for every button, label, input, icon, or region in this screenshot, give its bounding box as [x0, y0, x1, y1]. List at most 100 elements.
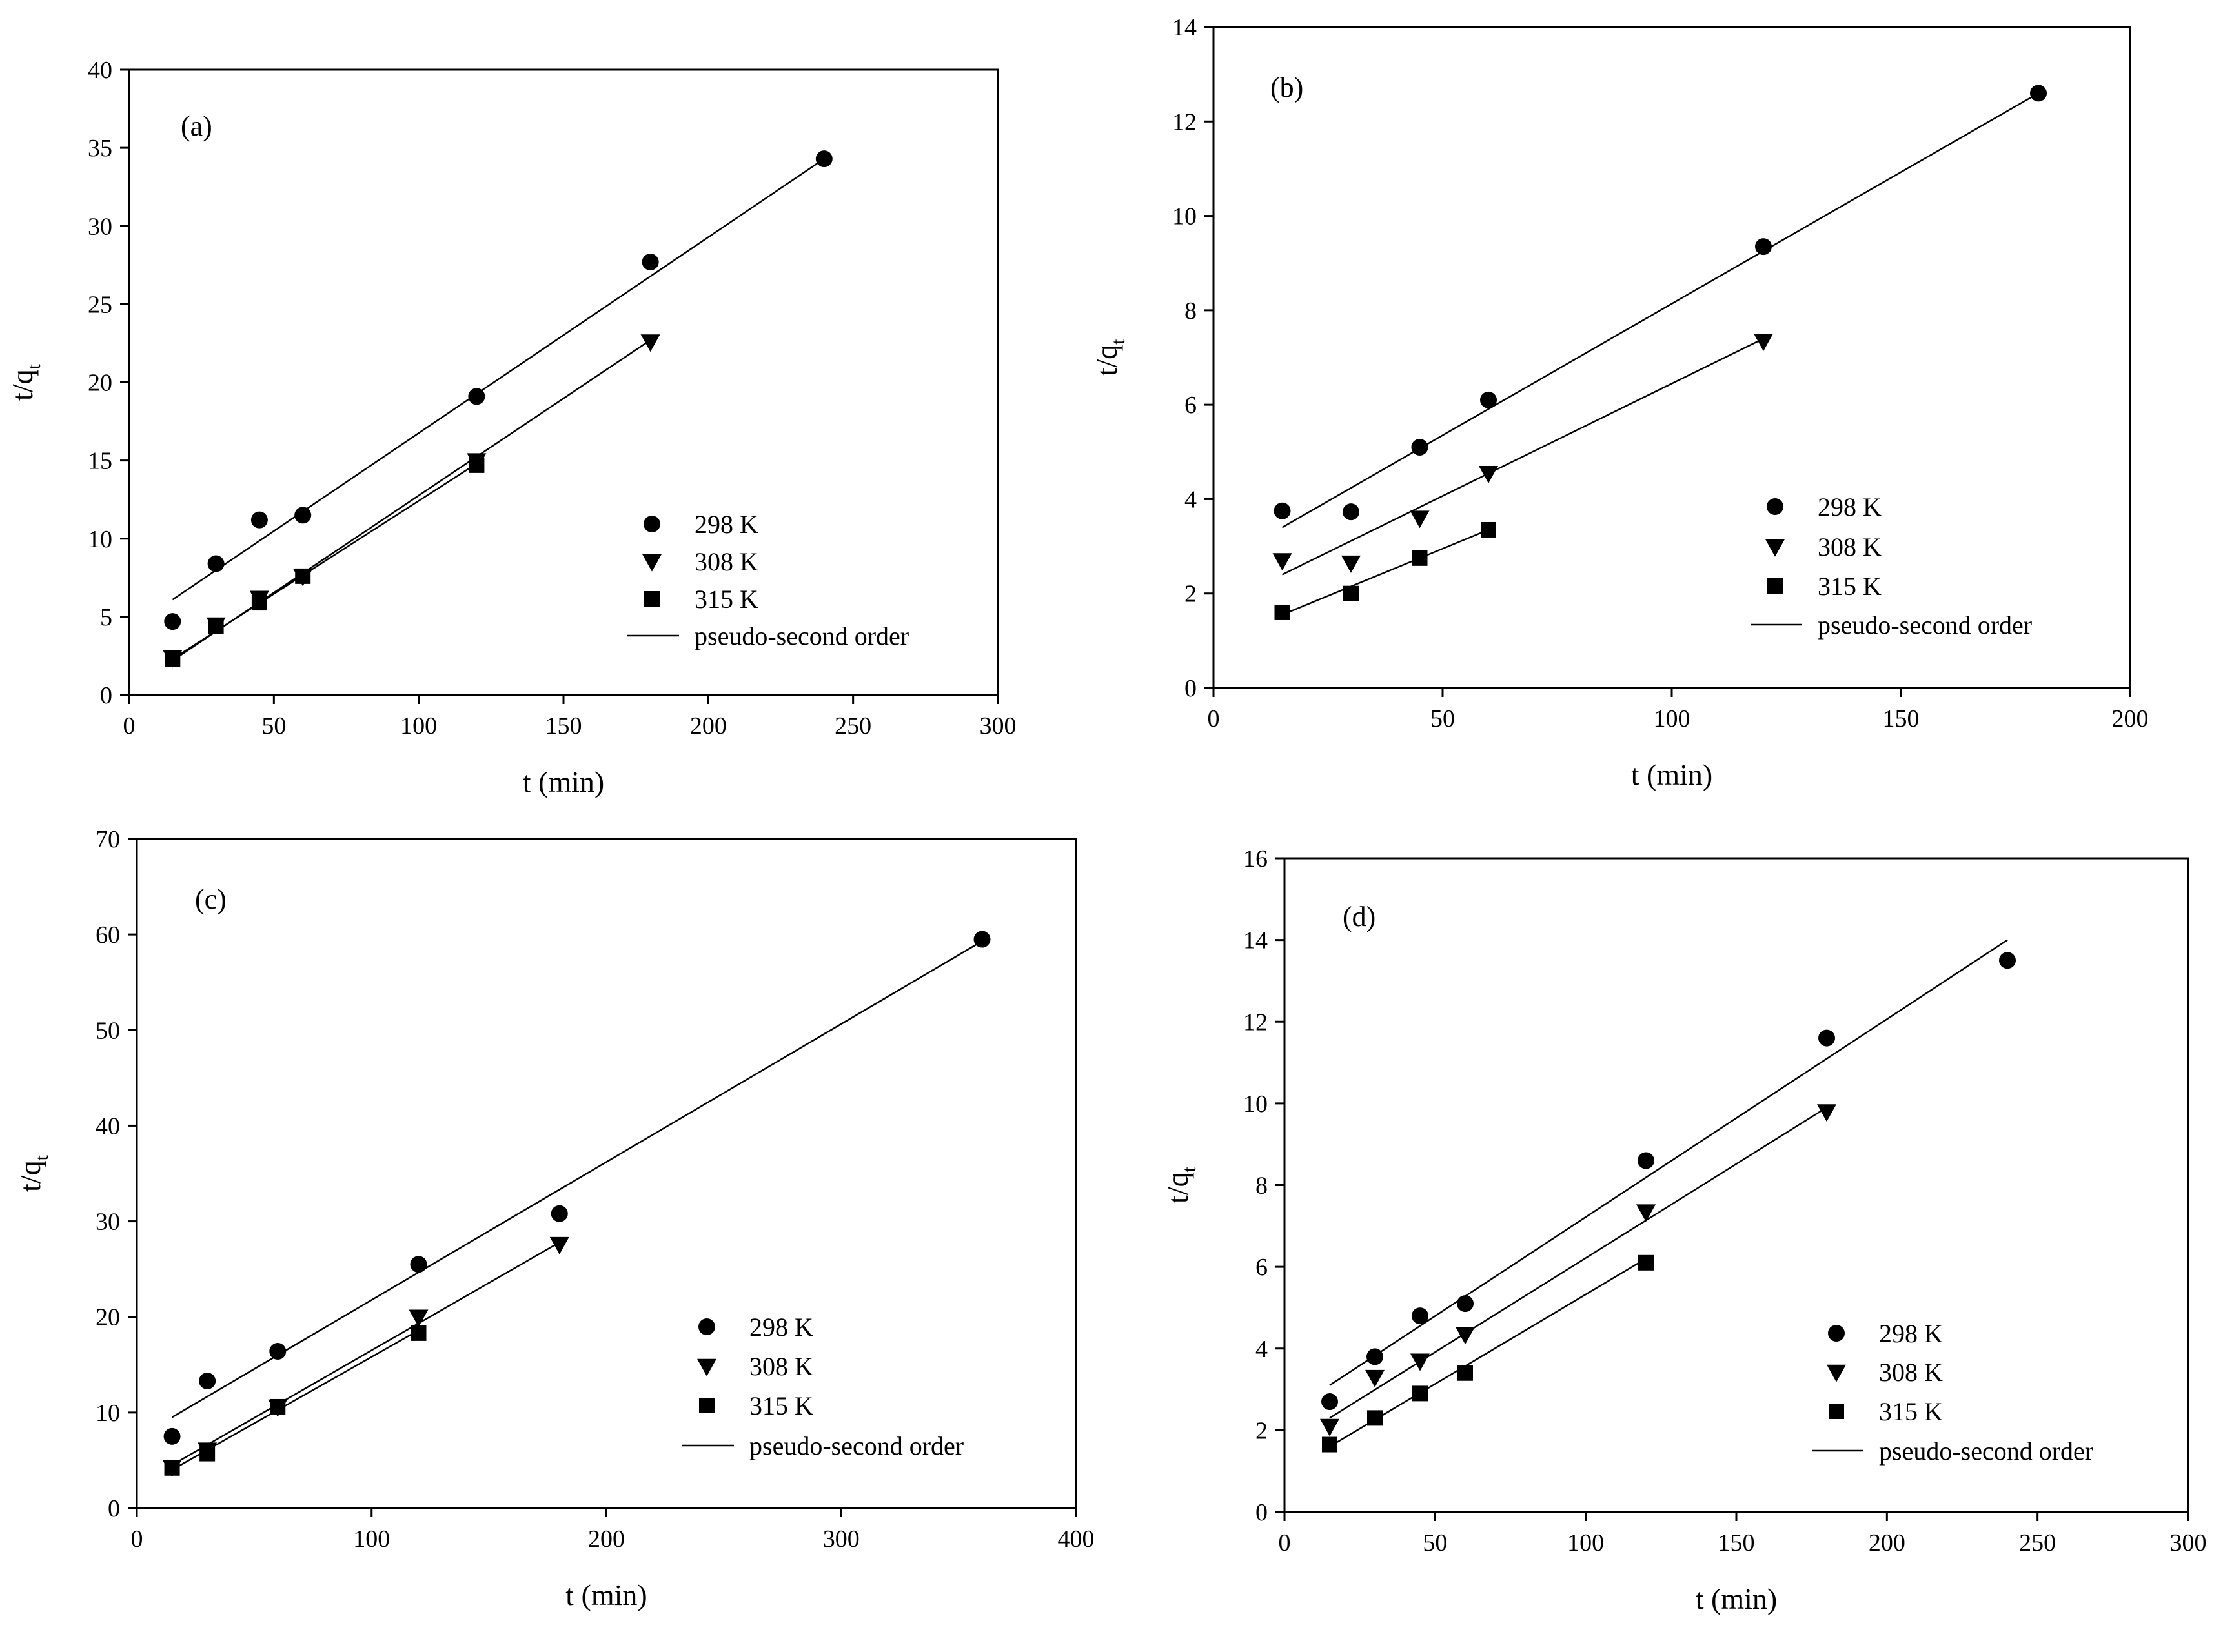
data-point	[1481, 521, 1496, 538]
fit-line	[171, 1242, 560, 1466]
y-tick-label: 8	[1184, 297, 1197, 325]
x-tick-label: 300	[823, 1526, 860, 1553]
legend-marker	[698, 1318, 715, 1335]
y-tick-label: 40	[88, 57, 112, 84]
data-point	[1817, 1104, 1836, 1122]
x-tick-label: 400	[1058, 1526, 1095, 1553]
legend-marker	[699, 1398, 715, 1413]
data-point	[1480, 391, 1497, 408]
legend-label: pseudo-second order	[749, 1431, 964, 1460]
series-298k	[163, 931, 991, 1445]
x-tick-label: 100	[400, 712, 437, 740]
x-tick-label: 150	[1883, 705, 1920, 732]
legend-marker	[1765, 539, 1785, 557]
data-point	[1274, 502, 1291, 519]
data-point	[1638, 1152, 1654, 1169]
plot-frame	[1283, 857, 2189, 1513]
data-point	[269, 1343, 287, 1360]
data-point	[1754, 334, 1773, 352]
legend-label: 308 K	[1818, 532, 1882, 561]
data-point	[1365, 1369, 1385, 1387]
y-tick-label: 10	[96, 1400, 120, 1427]
y-tick-label: 6	[1255, 1254, 1268, 1281]
chart-panel-4: 0 50 100 150 200 250 300 0 2 4 6 8 10 12 14 16 t (min) t/…	[1161, 845, 2207, 1615]
y-axis-label: t/qt	[1161, 1166, 1200, 1204]
y-axis-label-main: t/q	[6, 369, 39, 401]
x-tick-label: 200	[690, 712, 727, 740]
y-tick-label: 0	[1184, 675, 1197, 702]
y-axis-label-subscript: t	[31, 1154, 52, 1160]
y-tick-label: 20	[96, 1304, 120, 1331]
chart-panel-3: 0 100 200 300 400 0 10 20 30 40 50 60 70 t (min) t/qt (…	[14, 826, 1095, 1611]
data-point	[1410, 510, 1430, 529]
x-tick-label: 300	[2170, 1529, 2207, 1556]
y-tick-label: 40	[96, 1113, 120, 1140]
data-point	[1479, 465, 1498, 483]
legend-marker	[1827, 1364, 1846, 1382]
data-point	[1457, 1295, 1474, 1313]
y-tick-label: 14	[1243, 927, 1268, 954]
data-point	[250, 511, 268, 529]
series-315k	[1274, 521, 1496, 620]
y-tick-label: 12	[1243, 1009, 1268, 1036]
data-point	[1999, 952, 2016, 969]
data-point	[549, 1236, 569, 1254]
data-point	[1341, 555, 1361, 573]
legend-marker	[1829, 1404, 1844, 1419]
legend-marker	[1828, 1325, 1845, 1342]
series-298k	[164, 150, 833, 630]
data-point	[468, 388, 485, 405]
legend-marker	[644, 591, 660, 607]
y-tick-label: 30	[96, 1209, 120, 1236]
y-tick-label: 20	[88, 370, 112, 397]
panel-label: (c)	[195, 883, 227, 915]
x-axis-label: t (min)	[565, 1578, 647, 1611]
y-tick-label: 8	[1255, 1173, 1268, 1200]
legend-label: 315 K	[1879, 1397, 1943, 1426]
y-axis-label-main: t/q	[1090, 345, 1123, 376]
y-tick-label: 12	[1172, 108, 1197, 136]
y-axis-label-subscript: t	[1108, 339, 1129, 345]
x-axis-label: t (min)	[1631, 758, 1712, 791]
legend-marker	[1767, 578, 1783, 594]
series-315k	[165, 457, 485, 667]
data-point	[1366, 1348, 1383, 1365]
legend-label: 315 K	[695, 585, 758, 614]
x-tick-label: 50	[1430, 705, 1455, 732]
x-tick-label: 250	[2019, 1529, 2056, 1556]
data-point	[1367, 1410, 1383, 1426]
legend-label: 298 K	[1879, 1319, 1943, 1348]
fit-line	[1282, 529, 1489, 616]
x-tick-label: 300	[980, 712, 1017, 740]
data-point	[1412, 1385, 1428, 1402]
data-point	[410, 1256, 427, 1273]
y-tick-label: 5	[100, 604, 112, 631]
legend-label: 308 K	[695, 547, 758, 576]
legend: 298 K 308 K 315 K pseudo-second order	[1812, 1319, 2093, 1466]
data-point	[208, 618, 224, 634]
data-point	[642, 253, 659, 270]
legend-label: 298 K	[695, 510, 758, 539]
data-point	[163, 1427, 181, 1445]
data-point	[270, 1398, 286, 1415]
x-tick-label: 100	[1654, 705, 1690, 732]
legend-label: 315 K	[749, 1391, 813, 1420]
series-315k	[1322, 1254, 1654, 1453]
data-point	[815, 150, 833, 168]
chart-panel-2: 0 50 100 150 200 0 2 4 6 8 10 12 14 t (min) t/qt (b) 298…	[1090, 14, 2149, 791]
y-axis-label-subscript: t	[23, 363, 45, 369]
y-axis-label: t/qt	[1090, 339, 1129, 376]
x-tick-label: 100	[1567, 1529, 1604, 1556]
y-tick-label: 10	[88, 526, 112, 553]
legend-label: 298 K	[1818, 492, 1882, 521]
fit-line	[1329, 939, 2008, 1386]
y-tick-label: 30	[88, 213, 112, 240]
data-point	[409, 1309, 429, 1327]
data-point	[1411, 438, 1428, 456]
series-298k	[1274, 85, 2047, 529]
y-tick-label: 16	[1243, 845, 1268, 872]
y-tick-label: 14	[1172, 14, 1197, 41]
data-point	[1457, 1365, 1473, 1381]
legend-marker	[644, 516, 660, 532]
